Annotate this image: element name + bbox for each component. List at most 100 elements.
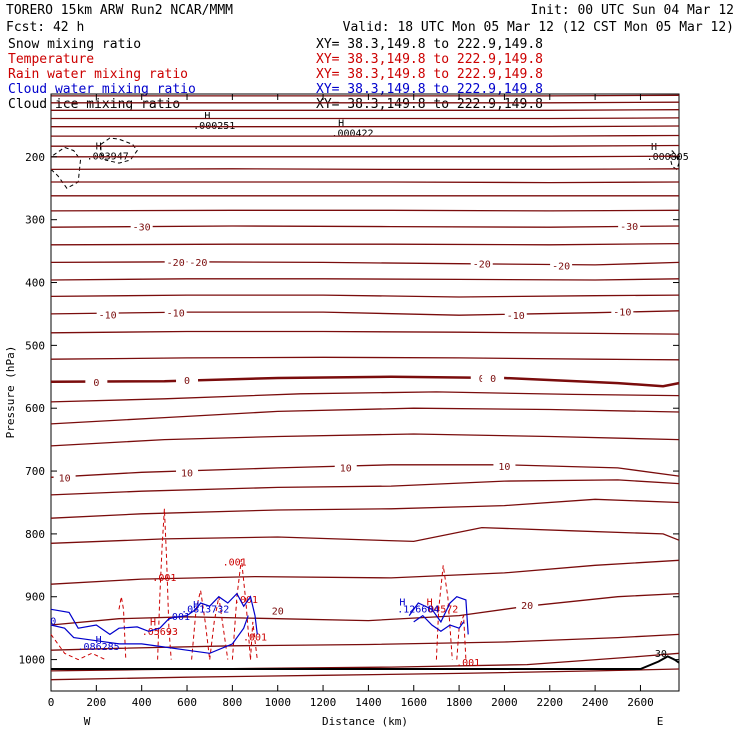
snow-contour-label: H: [204, 111, 210, 122]
isotherm-label: -30: [620, 222, 638, 233]
isotherm-label-bg: [176, 373, 199, 385]
x-tick-label: 2000: [491, 696, 518, 709]
rain-contour-line: [118, 596, 127, 660]
isotherm-label-bg: [96, 308, 119, 320]
isotherm-label-bg: [504, 309, 527, 321]
isotherm-line: [50, 209, 680, 212]
isotherm-label-bg: [470, 372, 493, 384]
isotherm-line: [51, 181, 680, 184]
isotherm-label-bg: [550, 259, 573, 271]
cloud-water-max-marker: H: [193, 600, 199, 611]
cloud-water-contour-line: [50, 592, 258, 636]
isotherm-line: [50, 242, 680, 246]
y-tick-label: 900: [25, 591, 45, 604]
x-tick-label: 200: [86, 696, 106, 709]
isotherm-label-bg: [187, 255, 210, 267]
rain-max-marker: H: [427, 598, 433, 609]
isotherm-label: 10: [59, 473, 71, 484]
rain-max-marker: H: [150, 618, 156, 629]
isotherm-label-bg: [164, 255, 187, 267]
cloud-water-contour-label: .0813732: [181, 604, 229, 615]
west-end-label: W: [84, 715, 91, 728]
cloud-water-contour-label: 0: [50, 616, 56, 627]
cloud-water-contour-line: [408, 596, 469, 635]
rain-contour-line: [435, 565, 453, 660]
rain-contour-line: [456, 615, 467, 660]
isotherm-label-bg: [164, 306, 187, 318]
isotherm-label: 0: [479, 374, 485, 385]
isotherm-label-bg: [85, 375, 108, 387]
isotherm-line: [50, 168, 680, 171]
x-axis-label: Distance (km): [322, 715, 408, 728]
axes: 0 200 400 600 800 1000 1200 1400 1600 1800 2000 220…: [19, 94, 679, 709]
y-tick-label: 400: [25, 277, 45, 290]
isotherm-label: 10: [340, 463, 352, 474]
legend-entry-coords: XY= 38.3,149.8 to 222.9,149.8: [316, 97, 543, 112]
x-tick-label: 0: [48, 696, 55, 709]
isotherm-line: [50, 356, 680, 361]
rain-contour-line: [50, 634, 106, 661]
valid-time: Valid: 18 UTC Mon 05 Mar 12 (12 CST Mon …: [343, 20, 734, 35]
isotherm-line: [51, 144, 680, 147]
x-tick-label: 800: [222, 696, 242, 709]
rain-contour-line: [250, 621, 258, 660]
cloud-water-contour-label: .001: [166, 612, 190, 623]
isotherm-label-bg: [130, 220, 153, 232]
x-tick-label: 1800: [446, 696, 473, 709]
x-tick-label: 1600: [400, 696, 427, 709]
y-tick-label: 200: [25, 151, 45, 164]
isotherm-line: [50, 464, 680, 478]
isotherm-line: [50, 592, 680, 626]
isotherm-line: [50, 278, 680, 281]
cloud-water-contour-label: .086285: [78, 642, 120, 653]
isotherm-line: [51, 125, 680, 128]
rain-contour-label: .001: [456, 658, 480, 669]
snow-contour-label: .000422: [331, 129, 373, 140]
isotherm-label: -20: [552, 262, 570, 273]
isotherm-label: -10: [507, 311, 525, 322]
cloud-water-contour-line: [413, 614, 465, 633]
rain-contour-line: [191, 590, 211, 660]
isotherm-line: [50, 479, 680, 496]
isotherm-label-bg: [493, 460, 516, 472]
y-tick-label: 1000: [19, 654, 46, 667]
legend-entry-coords: XY= 38.3,149.8 to 222.9,149.8: [316, 67, 543, 82]
isotherm-label: 20: [521, 601, 533, 612]
isotherm-line: [50, 391, 680, 403]
cloud-water-max-marker: H: [399, 598, 405, 609]
rain-contour-label: .001: [234, 595, 258, 606]
snow-contour-label: .000805: [647, 152, 689, 163]
init-time: Init: 00 UTC Sun 04 Mar 12: [531, 3, 735, 18]
isotherm-line: [50, 498, 680, 519]
rain-contour-line: [231, 558, 251, 660]
isotherm-line: [51, 94, 680, 97]
isotherm-label: 10: [498, 462, 510, 473]
rain-contour-label: .001: [243, 633, 267, 644]
isotherm-line: [50, 225, 680, 228]
rain-contour-label: .001: [223, 557, 247, 568]
snow-contour-label: H: [338, 119, 344, 130]
y-tick-label: 800: [25, 528, 45, 541]
isotherm-line: [50, 310, 680, 316]
snow-contour-label: H: [651, 142, 657, 153]
terrain: 30: [51, 649, 680, 670]
isotherm-label-bg: [618, 219, 641, 231]
cloud-water-contour-label: .126604: [397, 604, 439, 615]
x-tick-label: 600: [177, 696, 197, 709]
isotherm-label: -10: [99, 311, 117, 322]
model-title: TORERO 15km ARW Run2 NCAR/MMM: [6, 3, 233, 18]
isotherm-line: [50, 526, 680, 544]
isotherm-line: [51, 101, 680, 104]
east-end-label: E: [657, 715, 664, 728]
legend-entry-coords: XY= 38.3,149.8 to 222.9,149.8: [316, 37, 543, 52]
isotherm-line: [51, 155, 680, 158]
isotherm-label-bg: [611, 305, 634, 317]
isotherm-label: -30: [133, 223, 151, 234]
isotherm-line: [51, 134, 680, 137]
isotherm-label-bg: [334, 461, 357, 473]
isotherm-label: 10: [181, 468, 193, 479]
cloud-water-max-marker: H: [96, 635, 102, 646]
